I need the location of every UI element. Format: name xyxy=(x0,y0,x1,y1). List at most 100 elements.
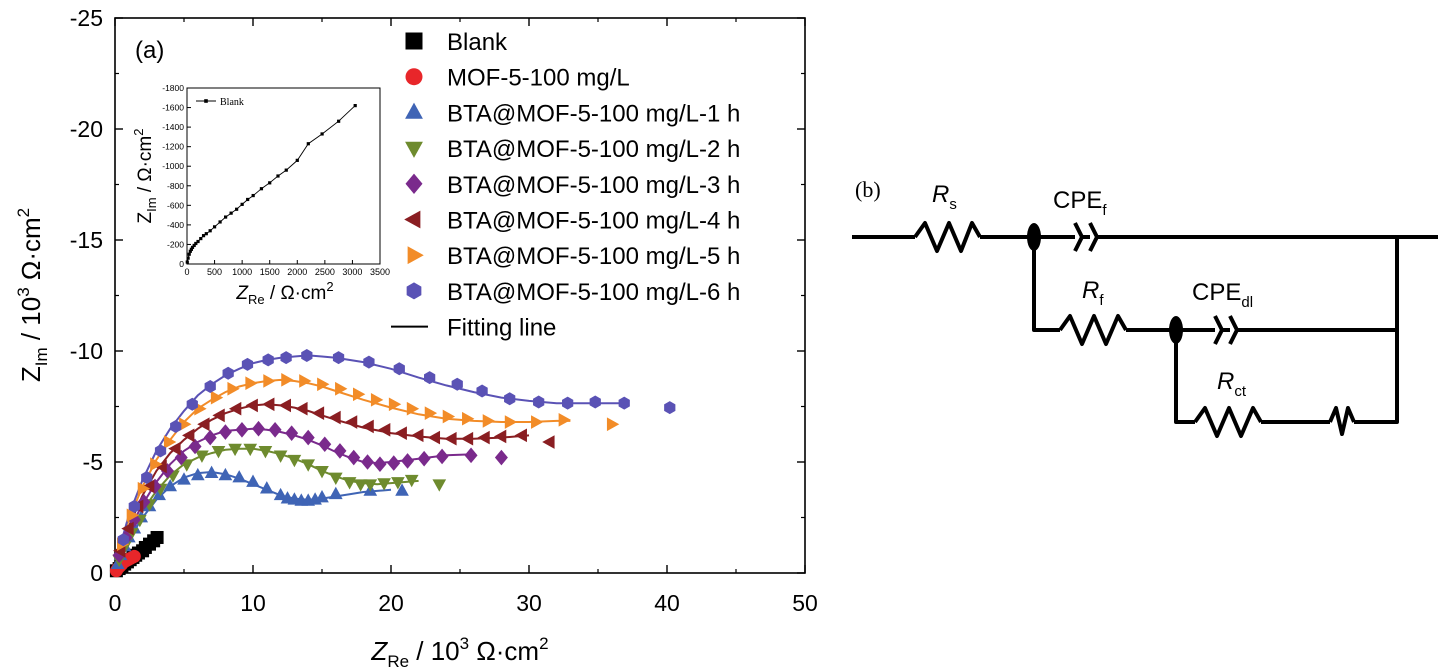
data-point xyxy=(361,419,374,434)
inset-data-point xyxy=(201,234,206,238)
label-rct: Rct xyxy=(1217,368,1247,400)
data-point xyxy=(280,351,292,365)
bottom-wire-right xyxy=(1354,237,1399,424)
legend-label: Blank xyxy=(447,29,508,56)
inset-data-point xyxy=(224,215,228,219)
inset-data-point xyxy=(268,181,272,185)
data-point xyxy=(332,351,345,365)
data-point xyxy=(387,455,401,471)
data-point xyxy=(460,431,474,446)
data-point xyxy=(444,431,457,446)
legend-marker xyxy=(405,173,423,194)
data-point xyxy=(424,406,438,420)
data-point xyxy=(281,373,294,387)
inset-data-point xyxy=(192,243,196,248)
data-point xyxy=(315,490,329,503)
data-point xyxy=(424,371,436,385)
data-point xyxy=(268,422,282,438)
data-point xyxy=(394,426,407,440)
data-point xyxy=(142,479,155,494)
data-point xyxy=(186,397,198,411)
data-point xyxy=(204,465,219,478)
data-point xyxy=(606,417,620,432)
label-rs: Rs xyxy=(932,181,957,213)
inset-data-point xyxy=(186,256,190,260)
data-point xyxy=(177,472,191,485)
data-point xyxy=(435,448,449,465)
data-point xyxy=(542,435,555,449)
data-point xyxy=(344,415,358,429)
data-point xyxy=(262,397,275,412)
legend-marker xyxy=(404,210,421,229)
data-point xyxy=(160,463,174,479)
legend-label: MOF-5-100 mg/L xyxy=(447,65,630,92)
data-point xyxy=(411,428,424,443)
label-cpe-dl: CPEdl xyxy=(1192,279,1253,311)
data-point xyxy=(311,406,325,420)
data-point xyxy=(210,390,224,405)
data-point xyxy=(301,348,313,362)
series-triangle-left xyxy=(113,397,555,558)
data-point xyxy=(589,395,601,409)
data-point xyxy=(121,521,134,536)
data-point xyxy=(301,459,316,472)
data-point xyxy=(370,393,384,407)
data-point xyxy=(227,381,240,396)
data-point xyxy=(395,483,409,496)
data-point xyxy=(232,470,247,483)
x-tick-label: 20 xyxy=(378,590,404,616)
inset-x-tick-label: 1500 xyxy=(260,267,280,277)
inset-data-point xyxy=(188,249,192,253)
inset-y-tick-label: -1400 xyxy=(162,122,184,132)
data-point xyxy=(204,380,216,394)
inset-data-point xyxy=(187,252,191,256)
data-point xyxy=(388,397,402,412)
data-point xyxy=(218,424,232,440)
inset-data-point xyxy=(246,197,250,202)
data-point xyxy=(262,353,274,367)
data-point xyxy=(476,384,488,398)
inset-data-point xyxy=(199,236,203,241)
label-cpe-f: CPEf xyxy=(1053,187,1107,219)
data-point xyxy=(137,481,151,496)
inset-data-point xyxy=(212,225,217,229)
inset-x-tick-label: 3000 xyxy=(342,267,362,277)
inset-x-axis-title: ZRe / Ω·cm2 xyxy=(235,279,333,307)
data-point xyxy=(273,450,288,463)
data-point xyxy=(618,396,630,410)
legend-marker xyxy=(405,68,423,86)
data-point xyxy=(182,428,195,443)
data-point xyxy=(514,428,527,443)
data-point xyxy=(299,374,312,388)
data-point xyxy=(152,487,166,501)
data-point xyxy=(163,478,178,492)
bottom-wire-drop xyxy=(1174,330,1195,424)
resistor-rs-icon xyxy=(913,221,982,253)
panel-b-label: (b) xyxy=(855,177,881,202)
data-point xyxy=(391,477,405,490)
data-point xyxy=(259,481,274,494)
inset-data-point xyxy=(240,202,244,206)
inset-y-tick-label: -1600 xyxy=(162,103,184,113)
inset-y-tick-label: -1000 xyxy=(162,161,184,171)
data-point xyxy=(241,357,254,371)
resistor-rct-icon xyxy=(1193,406,1263,438)
inset-data-point xyxy=(306,142,310,146)
data-point xyxy=(252,420,266,437)
inset-axis-ticks: 0 500 1000 1500 2000 2500 3000 3500 0 -200 -400 -60… xyxy=(162,83,390,277)
legend: Blank MOF-5-100 mg/L BTA@MOF-5-100 mg/L-1 … xyxy=(391,29,740,342)
inset-y-tick-label: -800 xyxy=(167,181,184,191)
data-point xyxy=(432,479,447,492)
series-hexagon xyxy=(117,348,676,547)
data-point xyxy=(301,429,315,446)
data-point xyxy=(278,398,291,413)
data-point xyxy=(393,362,405,376)
data-point xyxy=(401,453,415,469)
data-point xyxy=(112,547,126,564)
x-tick-label: 40 xyxy=(654,590,680,616)
data-point xyxy=(179,417,192,432)
data-point xyxy=(373,456,387,473)
data-point xyxy=(126,508,140,523)
data-point xyxy=(427,430,441,445)
inset-x-tick-label: 1000 xyxy=(232,267,252,277)
